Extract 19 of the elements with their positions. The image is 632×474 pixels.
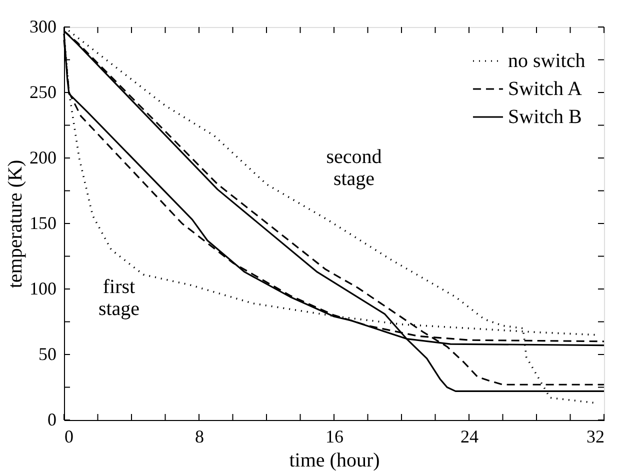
y-tick-label: 250 <box>30 82 56 102</box>
x-tick-label: 24 <box>460 426 478 446</box>
legend-label: Switch A <box>508 78 582 100</box>
x-tick-label: 16 <box>326 426 344 446</box>
x-tick-label: 8 <box>195 426 204 446</box>
x-tick-label: 0 <box>64 426 74 446</box>
legend-label: Switch B <box>508 106 582 128</box>
y-tick-label: 200 <box>30 148 56 168</box>
y-tick-label: 50 <box>38 344 56 364</box>
y-tick-label: 0 <box>48 410 56 430</box>
y-tick-label: 100 <box>30 278 56 298</box>
x-axis-title: time (hour) <box>289 450 380 472</box>
annotation: second stage <box>326 146 382 190</box>
legend-label: no switch <box>508 50 586 72</box>
y-tick-label: 300 <box>30 16 56 36</box>
annotation: first stage <box>98 276 140 320</box>
y-axis-title: temperature (K) <box>4 160 26 288</box>
y-tick-label: 150 <box>30 213 56 233</box>
x-tick-label: 32 <box>586 426 604 446</box>
